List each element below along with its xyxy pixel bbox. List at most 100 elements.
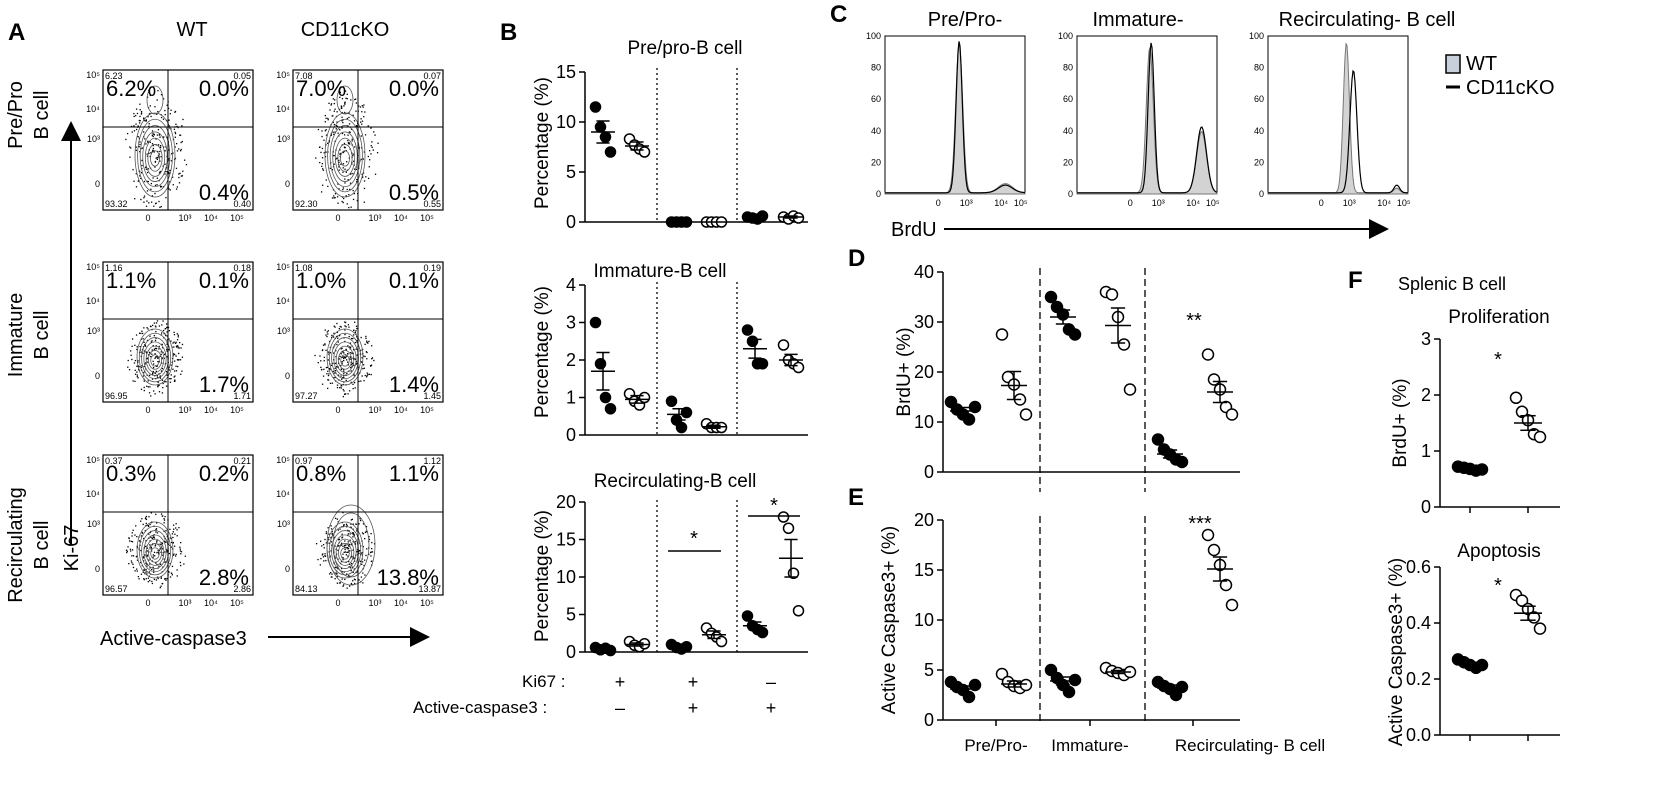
- event-dot: [175, 365, 177, 367]
- event-dot: [150, 546, 153, 549]
- event-dot: [131, 532, 133, 534]
- y-tick-label: 10³: [277, 134, 290, 144]
- event-dot: [175, 345, 178, 348]
- event-dot: [156, 156, 158, 159]
- y-axis-label: Percentage (%): [532, 286, 553, 418]
- event-dot: [148, 392, 151, 394]
- event-dot: [135, 128, 138, 131]
- event-dot: [339, 129, 341, 131]
- event-dot: [321, 130, 323, 132]
- event-dot: [360, 552, 363, 554]
- event-dot: [343, 373, 345, 375]
- event-dot: [165, 328, 167, 330]
- event-dot: [143, 537, 145, 540]
- event-dot: [343, 551, 345, 553]
- event-dot: [151, 201, 153, 203]
- event-dot: [158, 384, 160, 386]
- event-dot: [353, 120, 356, 122]
- y-tick-label: 10⁴: [86, 296, 100, 306]
- event-dot: [349, 567, 352, 569]
- event-dot: [333, 102, 336, 105]
- event-dot: [150, 341, 152, 343]
- event-dot: [157, 553, 160, 555]
- event-dot: [176, 339, 179, 341]
- event-dot: [153, 348, 156, 351]
- event-dot: [125, 138, 127, 141]
- event-dot: [132, 529, 134, 531]
- event-dot: [335, 350, 337, 352]
- y-tick-label: 20: [914, 510, 934, 530]
- x-tick-label: 10⁵: [230, 598, 244, 608]
- event-dot: [337, 549, 339, 552]
- event-dot: [177, 334, 179, 336]
- event-dot: [155, 513, 157, 516]
- event-dot: [160, 551, 162, 553]
- event-dot: [363, 180, 366, 182]
- legend-wt-swatch: [1445, 54, 1461, 74]
- y-tick-label: 15: [556, 530, 576, 550]
- event-dot: [330, 525, 332, 527]
- event-dot: [170, 153, 173, 155]
- event-dot: [354, 341, 357, 344]
- event-dot: [152, 144, 154, 147]
- event-dot: [172, 152, 174, 154]
- event-dot: [360, 135, 362, 137]
- event-dot: [147, 328, 149, 330]
- panel-label-c: C: [830, 1, 847, 28]
- event-dot: [343, 197, 345, 200]
- event-dot: [136, 346, 138, 348]
- event-dot: [334, 545, 336, 547]
- casp-sign-1: –: [615, 698, 625, 718]
- event-dot: [153, 555, 156, 557]
- event-dot: [344, 357, 347, 359]
- event-dot: [153, 134, 155, 136]
- event-dot: [169, 563, 171, 565]
- event-dot: [349, 346, 352, 349]
- event-dot: [332, 98, 334, 100]
- event-dot: [137, 377, 139, 379]
- event-dot: [170, 109, 172, 111]
- event-dot: [132, 563, 134, 566]
- event-dot: [173, 353, 175, 355]
- event-dot: [327, 370, 329, 373]
- event-dot: [174, 110, 177, 113]
- data-point: [1117, 338, 1131, 351]
- event-dot: [339, 528, 341, 530]
- event-dot: [141, 330, 143, 332]
- y-axis-label: Active Caspase3+ (%): [1386, 558, 1407, 747]
- event-dot: [321, 135, 323, 138]
- event-dot: [168, 171, 170, 173]
- event-dot: [154, 325, 157, 327]
- event-dot: [139, 120, 141, 122]
- event-dot: [363, 151, 366, 153]
- event-dot: [346, 93, 348, 95]
- event-dot: [133, 112, 135, 115]
- event-dot: [169, 544, 171, 546]
- y-tick-label: 0.4: [1406, 613, 1431, 633]
- y-tick-label: 0: [95, 564, 100, 574]
- quadrant-ur-value: 1.12: [423, 456, 441, 466]
- y-tick-label: 10⁴: [86, 104, 100, 114]
- event-dot: [166, 350, 168, 352]
- event-dot: [163, 522, 165, 524]
- event-dot: [356, 362, 358, 364]
- event-dot: [155, 347, 157, 350]
- casp-row-label: Active-caspase3 :: [413, 698, 547, 717]
- event-dot: [370, 555, 372, 557]
- event-dot: [331, 382, 333, 384]
- event-dot: [352, 189, 354, 192]
- event-dot: [350, 569, 352, 572]
- x-tick-label: 10⁵: [420, 598, 434, 608]
- event-dot: [365, 530, 367, 532]
- data-point: [1068, 328, 1082, 341]
- y-tick-label: 1: [1421, 441, 1431, 461]
- event-dot: [156, 551, 158, 554]
- event-dot: [175, 553, 177, 556]
- event-dot: [315, 543, 318, 545]
- event-dot: [339, 153, 341, 156]
- event-dot: [135, 186, 138, 188]
- y-tick-label: 15: [914, 560, 934, 580]
- event-dot: [344, 111, 346, 114]
- event-dot: [350, 128, 353, 130]
